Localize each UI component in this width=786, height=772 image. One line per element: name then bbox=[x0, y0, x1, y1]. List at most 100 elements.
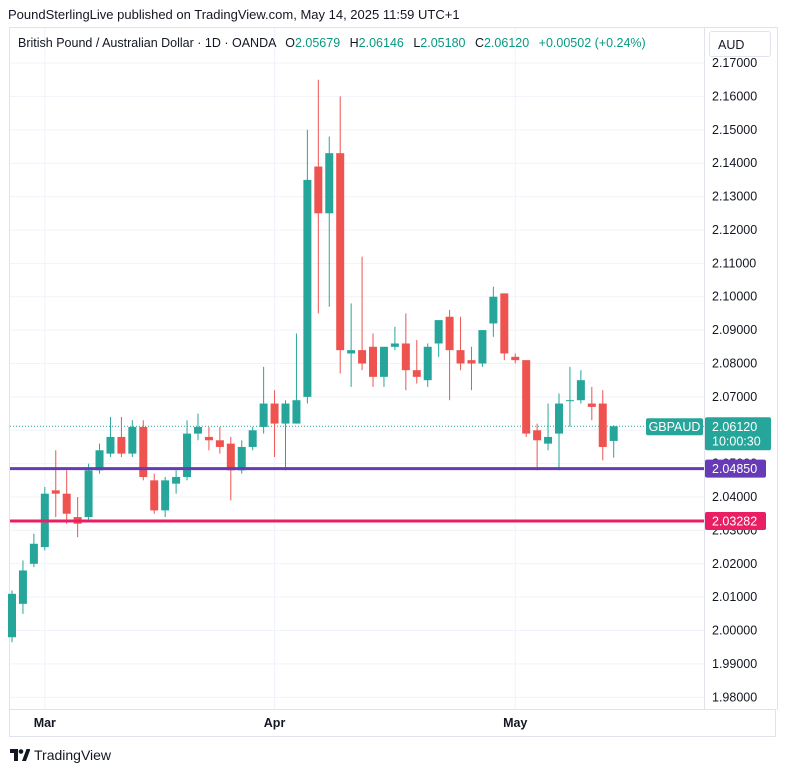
candle-body bbox=[358, 350, 367, 364]
last-price-label-box bbox=[705, 417, 771, 451]
candle bbox=[204, 426, 213, 451]
candle-body bbox=[292, 400, 301, 424]
candle bbox=[533, 423, 542, 471]
candle-body bbox=[281, 403, 290, 424]
candle bbox=[139, 420, 148, 481]
time-axis[interactable] bbox=[9, 709, 776, 737]
candle-body bbox=[226, 443, 235, 471]
candle-body bbox=[336, 153, 345, 351]
candle-body bbox=[161, 480, 170, 511]
candle bbox=[401, 313, 410, 391]
candle-body bbox=[369, 346, 378, 377]
candle-body bbox=[565, 400, 574, 402]
candle-body bbox=[29, 543, 38, 564]
candle-body bbox=[193, 426, 202, 434]
candle-body bbox=[8, 593, 16, 638]
last-price-label-text: 2.06120 bbox=[712, 420, 757, 434]
candle bbox=[106, 416, 115, 457]
candle bbox=[434, 320, 443, 357]
candle bbox=[390, 326, 399, 351]
candle-body bbox=[51, 490, 60, 494]
price-tick-label: 2.14000 bbox=[712, 156, 757, 170]
candle bbox=[270, 390, 279, 457]
candle bbox=[281, 400, 290, 471]
candle-body bbox=[456, 350, 465, 364]
candle bbox=[412, 340, 421, 384]
price-tick-label: 2.07000 bbox=[712, 390, 757, 404]
candle-body bbox=[401, 343, 410, 371]
countdown-label-text: 10:00:30 bbox=[712, 434, 761, 448]
candle-body bbox=[489, 296, 498, 324]
candle-body bbox=[434, 320, 443, 344]
price-tick-label: 2.09000 bbox=[712, 323, 757, 337]
change-value: +0.00502 (+0.24%) bbox=[538, 36, 646, 50]
candle bbox=[565, 366, 574, 427]
candle bbox=[445, 310, 454, 401]
time-tick-label: Mar bbox=[34, 716, 56, 730]
candle bbox=[336, 96, 345, 374]
price-tick-label: 2.13000 bbox=[712, 190, 757, 204]
candle-body bbox=[215, 440, 224, 447]
candle bbox=[84, 463, 93, 521]
candle-body bbox=[445, 316, 454, 351]
candle bbox=[29, 533, 38, 568]
close-label: C bbox=[474, 36, 484, 50]
candle bbox=[183, 420, 192, 481]
low-value: 2.05180 bbox=[420, 36, 466, 50]
candle bbox=[500, 293, 509, 361]
candle-body bbox=[62, 493, 71, 514]
price-tick-label: 1.98000 bbox=[712, 690, 757, 704]
high-value: 2.06146 bbox=[358, 36, 404, 50]
candle-body bbox=[248, 430, 257, 447]
candle bbox=[215, 426, 224, 454]
candle-body bbox=[379, 346, 388, 377]
candle bbox=[172, 470, 181, 494]
candle bbox=[544, 403, 553, 451]
symbol-legend: British Pound / Australian Dollar · 1D ·… bbox=[18, 36, 646, 50]
price-tick-label: 2.02000 bbox=[712, 557, 757, 571]
tradingview-brand[interactable]: TradingView bbox=[10, 747, 111, 763]
price-tick-label: 2.00000 bbox=[712, 624, 757, 638]
symbol-tag-box bbox=[646, 418, 703, 436]
low-label: L bbox=[413, 36, 421, 50]
candle bbox=[18, 560, 27, 614]
open-label: O bbox=[285, 36, 295, 50]
candle-body bbox=[467, 360, 476, 364]
currency-selector[interactable]: AUD bbox=[709, 31, 771, 57]
candle-body bbox=[84, 470, 93, 518]
price-tick-label: 2.11000 bbox=[712, 256, 756, 270]
candle-body bbox=[587, 403, 596, 407]
price-axis[interactable] bbox=[704, 27, 778, 710]
candle bbox=[314, 79, 323, 314]
candle bbox=[73, 497, 82, 538]
candle bbox=[379, 346, 388, 387]
level-label-text: 2.04850 bbox=[712, 462, 757, 476]
candle bbox=[292, 333, 301, 424]
candle-body bbox=[576, 380, 585, 401]
candle bbox=[456, 316, 465, 371]
candle bbox=[51, 450, 60, 518]
candle bbox=[369, 333, 378, 387]
candle bbox=[8, 590, 16, 643]
level-label-box bbox=[705, 459, 766, 478]
candle-body bbox=[172, 476, 181, 484]
candle bbox=[128, 420, 137, 457]
high-label: H bbox=[349, 36, 359, 50]
candle-body bbox=[18, 570, 27, 604]
price-tick-label: 2.04000 bbox=[712, 490, 757, 504]
price-tick-label: 2.01000 bbox=[712, 590, 757, 604]
close-value: 2.06120 bbox=[484, 36, 530, 50]
candle bbox=[358, 256, 367, 371]
candle-body bbox=[303, 179, 312, 397]
candle-body bbox=[500, 293, 509, 354]
price-tick-label: 2.08000 bbox=[712, 356, 757, 370]
candle-body bbox=[259, 403, 268, 427]
candle bbox=[347, 303, 356, 387]
candle bbox=[555, 393, 563, 471]
candle bbox=[193, 413, 202, 441]
candle-body bbox=[204, 436, 213, 441]
candle-body bbox=[106, 436, 115, 454]
chart-pane[interactable] bbox=[9, 27, 705, 710]
candle-body bbox=[314, 166, 323, 214]
